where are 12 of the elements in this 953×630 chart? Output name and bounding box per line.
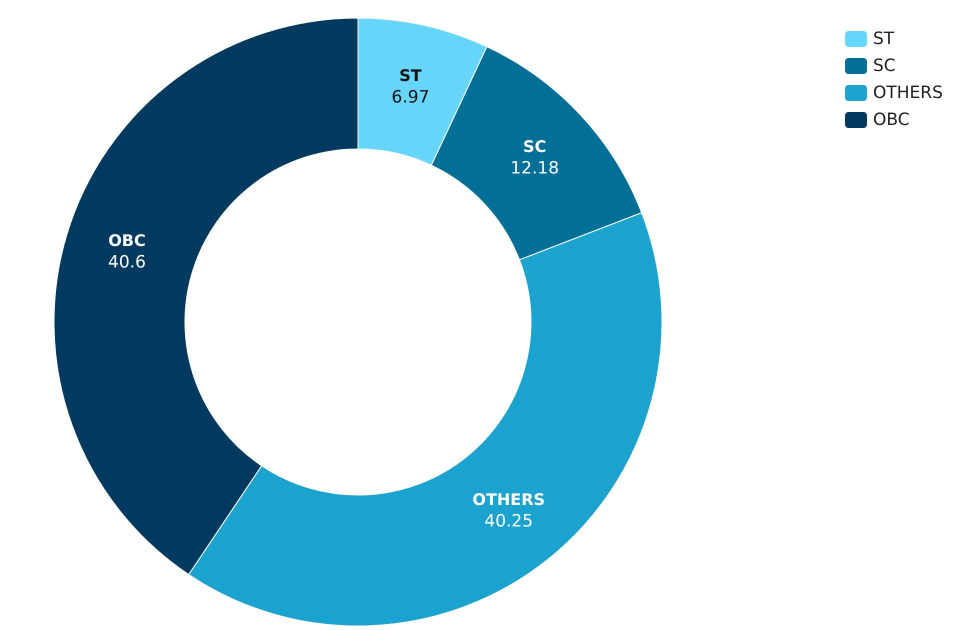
data-label: 6.97 — [392, 87, 430, 108]
slice-label: ST — [399, 66, 422, 85]
legend-label: SC — [873, 56, 896, 76]
slice-label: SC — [523, 136, 546, 156]
data-label: 12.18 — [510, 158, 560, 178]
data-label: 40.25 — [484, 512, 534, 532]
slice-label: OBC — [108, 231, 146, 250]
legend-label: OBC — [873, 110, 910, 130]
legend-label: OTHERS — [873, 83, 943, 103]
data-label: 40.6 — [108, 252, 146, 273]
slice-label: OTHERS — [472, 490, 546, 510]
legend-label: ST — [873, 29, 895, 49]
